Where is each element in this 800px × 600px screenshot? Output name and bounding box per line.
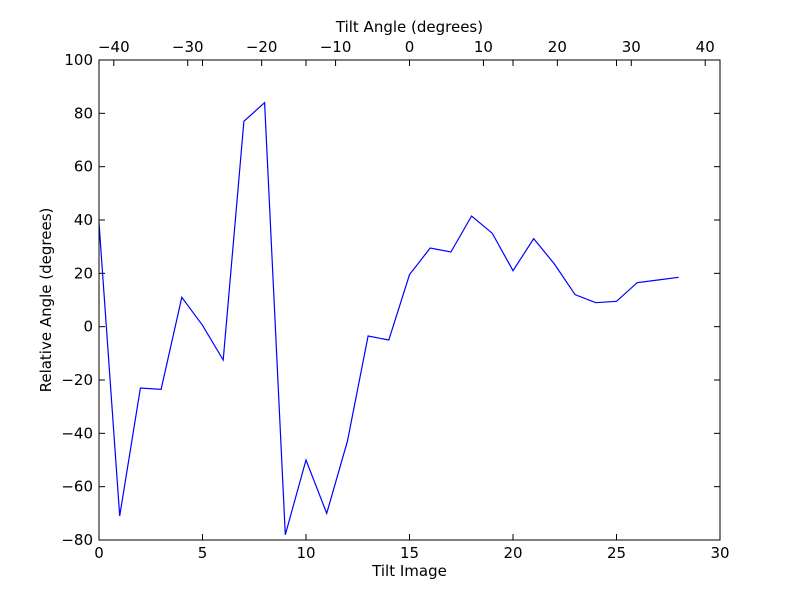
x-tick-label: 30 (710, 544, 729, 562)
top-x-tick-label: 0 (405, 38, 415, 56)
y-tick-label: 80 (74, 104, 93, 122)
y-tick-label: 100 (64, 51, 93, 69)
top-x-tick-label: 20 (548, 38, 567, 56)
x-tick-label: 5 (198, 544, 208, 562)
top-x-tick-label: 10 (474, 38, 493, 56)
y-tick-label: −60 (61, 478, 93, 496)
series-line (98, 101, 679, 535)
y-tick-label: −80 (61, 531, 93, 549)
ticks-layer: 0 5 10 15 20 25 30−80−60−40−20020406080100−40−… (61, 38, 729, 562)
top-x-tick-label: −40 (98, 38, 130, 56)
y-tick-label: 20 (74, 264, 93, 282)
x-tick-label: 25 (607, 544, 626, 562)
x-tick-label: 0 (94, 544, 104, 562)
y-tick-label: 60 (74, 158, 93, 176)
y-tick-label: 40 (74, 211, 93, 229)
x-tick-label: 10 (296, 544, 315, 562)
y-tick-label: 0 (83, 318, 93, 336)
top-x-tick-label: −20 (246, 38, 278, 56)
y-tick-label: −40 (61, 424, 93, 442)
x-tick-label: 15 (400, 544, 419, 562)
series-layer (98, 101, 679, 535)
x-tick-label: 20 (503, 544, 522, 562)
top-x-tick-label: −10 (320, 38, 352, 56)
top-x-tick-label: 30 (622, 38, 641, 56)
plot-frame (98, 59, 721, 541)
top-x-tick-label: −30 (172, 38, 204, 56)
y-tick-label: −20 (61, 371, 93, 389)
top-x-axis-title: Tilt Angle (degrees) (335, 18, 483, 36)
top-x-tick-label: 40 (696, 38, 715, 56)
x-axis-title: Tilt Image (371, 562, 447, 580)
y-axis-title: Relative Angle (degrees) (37, 208, 55, 393)
